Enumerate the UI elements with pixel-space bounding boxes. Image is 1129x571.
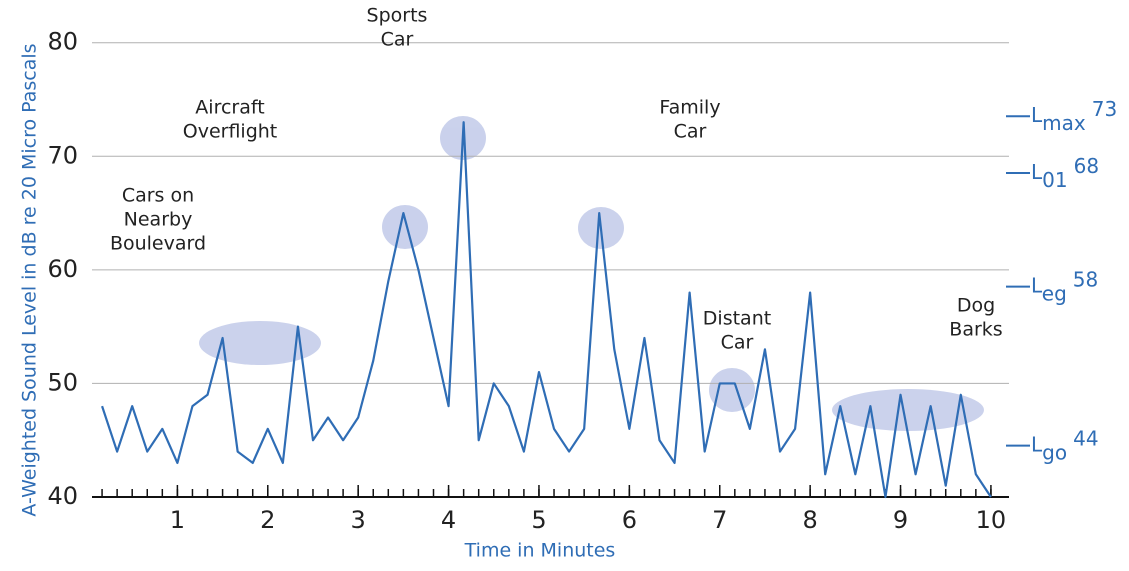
level-value: 58 <box>1073 267 1098 291</box>
x-tick-label: 8 <box>802 506 817 534</box>
annotation: Cars on <box>122 185 194 207</box>
y-axis-label: A-Weighted Sound Level in dB re 20 Micro… <box>19 43 41 516</box>
annotation: Car <box>721 332 754 354</box>
level-subscript: 01 <box>1042 168 1067 192</box>
annotation: Distant <box>703 308 771 330</box>
level-label: Lmax73 <box>1031 97 1117 135</box>
data-line <box>102 122 991 497</box>
annotation: Sports <box>367 5 428 27</box>
x-tick-label: 9 <box>893 506 908 534</box>
x-tick-label: 2 <box>260 506 275 534</box>
level-label: Lgo44 <box>1031 426 1099 464</box>
level-value: 68 <box>1074 154 1099 178</box>
level-value: 73 <box>1092 97 1117 121</box>
x-axis-label: Time in Minutes <box>464 540 616 562</box>
annotation: Car <box>674 121 707 143</box>
y-tick-label: 80 <box>47 28 78 56</box>
annotation: Dog <box>957 295 995 317</box>
annotation: Overflight <box>183 121 278 143</box>
y-tick-label: 40 <box>47 482 78 510</box>
level-subscript: go <box>1042 440 1067 464</box>
level-label: L0168 <box>1031 154 1099 192</box>
x-tick-label: 6 <box>622 506 637 534</box>
annotation: Family <box>659 97 720 119</box>
x-tick-label: 4 <box>441 506 456 534</box>
highlight <box>382 205 428 249</box>
annotation: Barks <box>949 319 1002 341</box>
y-tick-label: 60 <box>47 255 78 283</box>
annotation: Nearby <box>124 209 193 231</box>
x-tick-label: 5 <box>531 506 546 534</box>
level-subscript: eg <box>1042 281 1067 305</box>
x-tick-label: 3 <box>351 506 366 534</box>
level-label: Leg58 <box>1031 267 1098 305</box>
x-tick-label: 1 <box>170 506 185 534</box>
x-tick-label: 10 <box>976 506 1007 534</box>
y-tick-label: 70 <box>47 141 78 169</box>
level-subscript: max <box>1042 111 1086 135</box>
x-tick-label: 7 <box>712 506 727 534</box>
annotation: Car <box>381 29 414 51</box>
y-tick-label: 50 <box>47 368 78 396</box>
level-value: 44 <box>1073 426 1098 450</box>
annotation: Boulevard <box>110 233 206 255</box>
chart: A-Weighted Sound Level in dB re 20 Micro… <box>0 0 1129 571</box>
annotation: Aircraft <box>195 97 264 119</box>
